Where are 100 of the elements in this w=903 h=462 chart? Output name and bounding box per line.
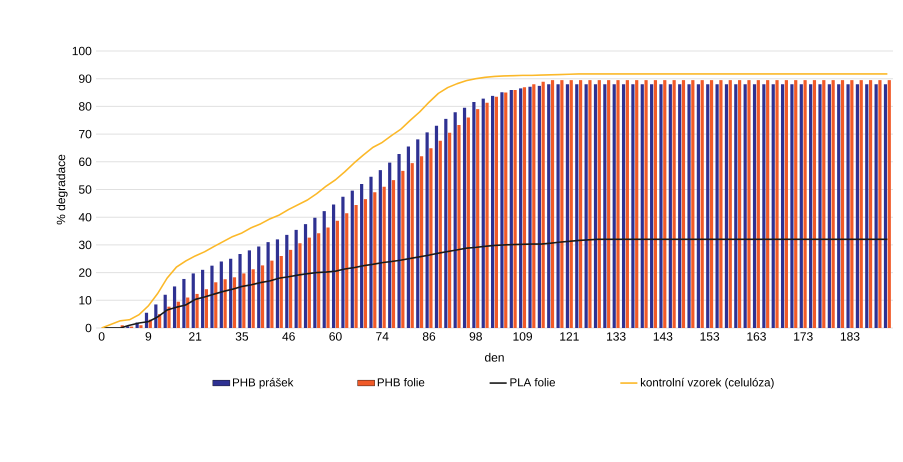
bar — [578, 80, 582, 328]
bar — [612, 84, 616, 328]
bar — [682, 80, 686, 328]
bar — [650, 84, 654, 328]
bar — [482, 98, 485, 328]
bar — [294, 230, 298, 328]
bar — [392, 180, 396, 328]
bar — [728, 80, 732, 328]
bar — [696, 84, 700, 328]
bar — [276, 239, 280, 328]
bar — [598, 80, 601, 328]
bar — [397, 154, 401, 328]
bar — [280, 256, 283, 328]
y-tick-label: 80 — [78, 102, 92, 111]
bar — [289, 250, 292, 328]
bar — [354, 205, 358, 328]
bar — [560, 80, 564, 328]
bar — [800, 84, 803, 328]
bar — [756, 80, 760, 328]
bar — [172, 286, 176, 328]
bar — [164, 294, 167, 328]
bar — [874, 84, 878, 328]
bar — [780, 84, 784, 328]
y-tick-label: 60 — [79, 158, 92, 166]
bar — [809, 84, 812, 328]
x-tick-label: 9 — [146, 332, 152, 341]
bar — [644, 80, 648, 328]
bar — [317, 233, 320, 328]
bar — [716, 84, 719, 328]
bar — [868, 80, 872, 328]
bar — [532, 84, 536, 328]
bar — [210, 266, 214, 328]
bar — [850, 80, 854, 328]
bar — [668, 84, 672, 328]
bar — [336, 220, 339, 328]
y-tick-label: 10 — [79, 296, 92, 305]
bar — [214, 282, 218, 328]
bar — [186, 298, 190, 328]
bar — [426, 132, 429, 328]
bar — [382, 186, 386, 328]
x-tick-label: 21 — [189, 332, 202, 341]
bar — [837, 84, 840, 328]
x-tick-label: 153 — [700, 332, 720, 341]
bar — [766, 80, 770, 328]
bar — [878, 80, 882, 328]
x-tick-label: 173 — [794, 332, 813, 341]
bar — [640, 84, 644, 328]
bar — [762, 84, 766, 328]
bar — [706, 84, 710, 328]
bar — [457, 124, 461, 328]
bar — [454, 112, 457, 328]
y-tick-label: 0 — [86, 324, 92, 332]
bar — [542, 82, 545, 328]
bar — [322, 211, 326, 328]
bar — [500, 92, 504, 328]
bar — [416, 139, 420, 328]
bar — [308, 238, 311, 328]
bar — [462, 108, 466, 328]
bar — [687, 84, 691, 328]
bar — [373, 192, 376, 328]
bar — [678, 84, 682, 328]
y-tick-label: 30 — [78, 240, 92, 250]
bar — [556, 84, 560, 328]
bar — [784, 80, 788, 328]
y-tick-label: 90 — [79, 74, 92, 83]
bar — [865, 84, 868, 328]
bar — [369, 176, 373, 328]
bar — [154, 304, 158, 328]
bar — [626, 80, 629, 328]
bar — [528, 86, 532, 328]
x-tick-label: 74 — [376, 332, 389, 340]
bar — [345, 213, 348, 328]
bar — [790, 84, 794, 328]
bar — [654, 80, 658, 328]
bar — [547, 84, 550, 328]
x-tick-label: 60 — [329, 332, 342, 341]
bar — [822, 80, 826, 328]
bar — [775, 80, 779, 328]
bar — [401, 170, 404, 328]
bar — [285, 234, 288, 328]
bar — [635, 80, 638, 328]
bar — [659, 84, 663, 328]
bar — [550, 80, 554, 328]
bar — [538, 86, 541, 328]
bar — [238, 254, 242, 328]
bar — [326, 227, 330, 328]
bar — [744, 84, 747, 328]
bar — [476, 109, 480, 328]
bar — [772, 84, 775, 328]
bar — [201, 270, 204, 328]
bar — [812, 80, 816, 328]
bar — [584, 84, 588, 328]
bar — [710, 80, 714, 328]
bar — [429, 148, 433, 328]
bar — [594, 84, 598, 328]
bar — [803, 80, 807, 328]
bar — [840, 80, 844, 328]
x-tick-label: 143 — [654, 332, 672, 341]
x-tick-label: 133 — [607, 332, 626, 341]
bar — [622, 84, 626, 328]
